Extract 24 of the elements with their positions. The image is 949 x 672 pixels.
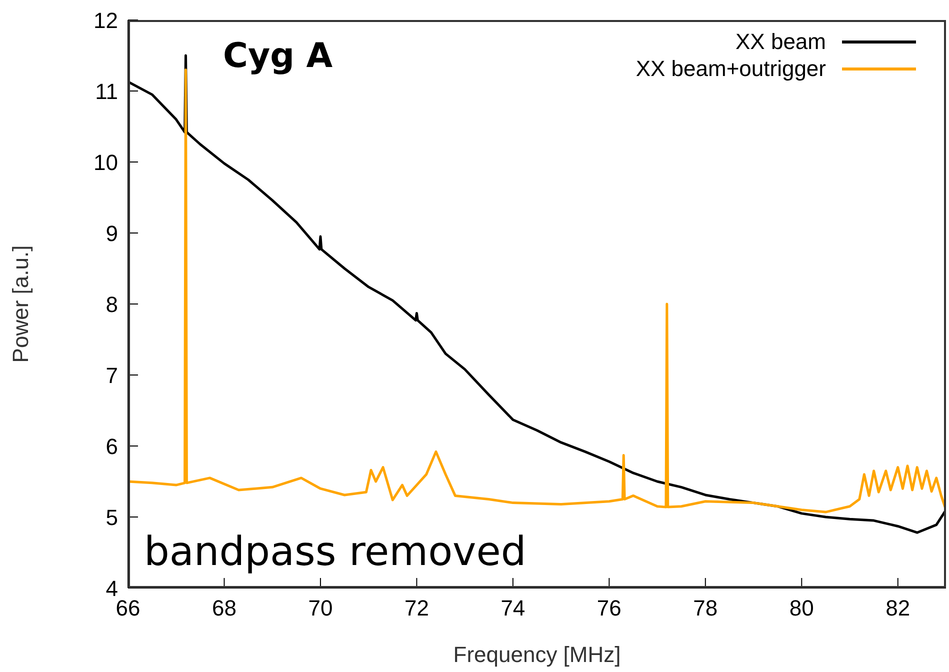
y-tick-label: 12: [94, 8, 118, 33]
x-tick-label: 72: [404, 596, 429, 621]
x-tick-label: 74: [500, 596, 526, 621]
x-tick-label: 68: [212, 596, 236, 621]
y-tick-label: 6: [106, 434, 118, 459]
y-tick-label: 8: [106, 292, 118, 317]
x-tick-label: 70: [308, 596, 333, 621]
x-tick-label: 82: [886, 596, 910, 621]
x-tick-label: 66: [116, 596, 140, 621]
y-tick-label: 7: [106, 362, 118, 388]
y-tick-label: 4: [106, 576, 118, 601]
legend-label: XX beam: [736, 28, 826, 55]
y-tick-label: 10: [94, 150, 118, 175]
y-tick-label: 11: [95, 78, 118, 104]
annotation: Cyg A: [223, 36, 333, 76]
annotation: bandpass removed: [144, 529, 526, 575]
y-tick-label: 9: [106, 220, 118, 246]
x-axis-title: Frequency [MHz]: [453, 642, 621, 667]
y-tick-label: 5: [106, 504, 118, 530]
x-tick-label: 76: [596, 596, 622, 621]
x-tick-label: 78: [693, 596, 718, 621]
legend-label: XX beam+outrigger: [636, 55, 826, 82]
x-tick-label: 80: [789, 596, 814, 621]
y-axis-title: Power [a.u.]: [8, 245, 33, 363]
